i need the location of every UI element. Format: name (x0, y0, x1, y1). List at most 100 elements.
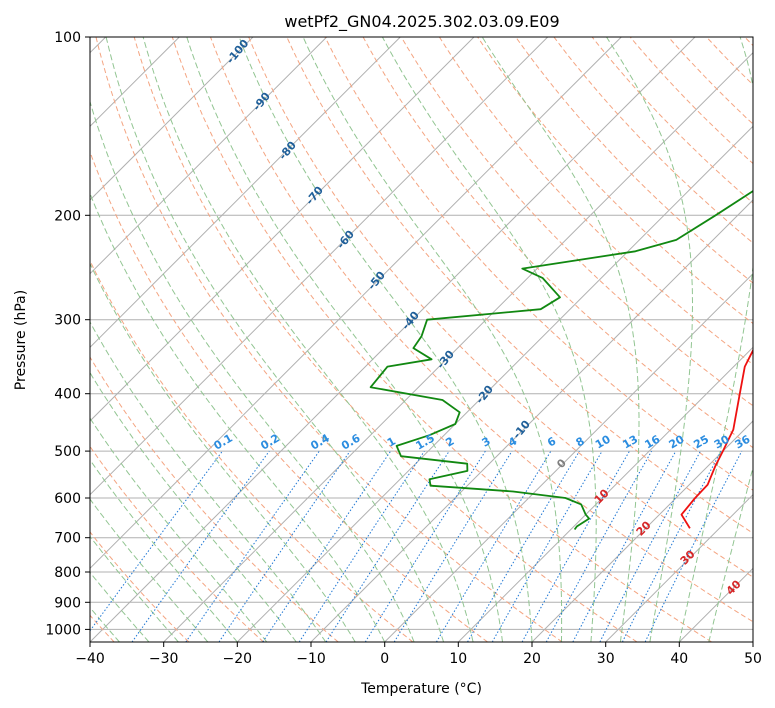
moist-adiabat-line (90, 99, 415, 642)
isotherm-line (163, 51, 753, 642)
profile-series (369, 189, 753, 531)
x-tick-label: 0 (380, 651, 389, 667)
moist-adiabat-line (90, 498, 209, 642)
isotherm-line (457, 346, 753, 642)
moist-adiabat-line (105, 37, 445, 642)
temperature-profile-line (680, 348, 753, 529)
mixing-ratio-line (435, 450, 552, 642)
dry-adiabat-line (171, 37, 712, 642)
moist-adiabat-line (606, 37, 693, 642)
mixing-ratio-line (218, 450, 351, 642)
mixing-ratio-line (599, 450, 701, 642)
isotherm-line (384, 272, 753, 642)
x-tick-label: −40 (75, 651, 105, 667)
x-tick-label: 10 (449, 651, 467, 667)
mixing-ratio-line (572, 450, 677, 642)
moist-adiabat-line (90, 321, 327, 642)
isotherm-line (90, 37, 622, 570)
mixing-ratio-line (298, 450, 425, 642)
x-tick-label: −20 (223, 651, 253, 667)
x-tick-label: −10 (296, 651, 326, 667)
y-tick-label: 200 (54, 208, 81, 224)
pressure-gridlines (90, 37, 753, 630)
moist-adiabat-line (142, 37, 474, 642)
dry-adiabat-line (90, 150, 488, 642)
isotherm-line (531, 420, 753, 642)
dewpoint-profile-line (369, 189, 753, 531)
y-tick-label: 1000 (45, 622, 81, 638)
moist-adiabat-line (90, 459, 238, 642)
dry-adiabat-line (324, 37, 753, 491)
y-tick-label: 700 (54, 531, 81, 547)
moist-adiabat-line (481, 37, 640, 642)
y-axis-title: Pressure (hPa) (13, 290, 29, 390)
moist-adiabats (90, 37, 753, 642)
dry-adiabat-line (438, 37, 753, 365)
dry-adiabat-line (248, 37, 753, 578)
isotherm-line (90, 37, 401, 349)
mixing-ratio-line (325, 450, 450, 642)
plot-frame (89, 36, 754, 643)
moist-adiabat-line (302, 37, 563, 642)
dry-adiabat-line (133, 37, 638, 642)
isotherms (90, 37, 753, 642)
isotherm-line (90, 37, 696, 642)
isotherm-line (90, 37, 254, 201)
dry-adiabat-line (90, 531, 190, 642)
x-tick-label: 50 (744, 651, 762, 667)
x-axis-title: Temperature (°C) (360, 681, 482, 697)
mixing-ratio-line (185, 450, 320, 642)
mixing-ratio-line (521, 450, 630, 642)
mixing-ratio-line (364, 450, 486, 642)
dry-adiabat-line (400, 37, 753, 407)
isotherm-line (90, 37, 475, 422)
y-axis-ticks: 100 200 300 400 500 600 700 800 900 1000 (45, 30, 90, 638)
dry-adiabat-line (591, 37, 753, 204)
moist-adiabat-line (381, 37, 597, 642)
moist-adiabat-line (90, 417, 268, 642)
moist-adiabat-line (90, 371, 297, 642)
moist-adiabat-line (90, 571, 150, 642)
y-tick-label: 800 (54, 565, 81, 581)
y-tick-label: 100 (54, 30, 81, 46)
dry-adiabat-line (477, 37, 753, 325)
dry-adiabat-line (95, 37, 563, 642)
mixing-ratio-line (644, 450, 743, 642)
y-tick-label: 900 (54, 595, 81, 611)
x-tick-label: 20 (523, 651, 541, 667)
moist-adiabat-line (90, 535, 179, 642)
isotherm-line (236, 125, 753, 642)
isotherm-line (90, 37, 549, 496)
moist-adiabat-line (238, 37, 533, 642)
mixing-ratio-lines (90, 450, 743, 642)
dry-adiabat-line (90, 356, 339, 642)
x-tick-label: 40 (670, 651, 688, 667)
mixing-ratio-line (262, 450, 392, 642)
x-tick-label: 30 (597, 651, 615, 667)
plot-background (90, 37, 753, 642)
moist-adiabat-line (678, 37, 753, 642)
x-tick-label: −30 (149, 651, 179, 667)
y-tick-label: 500 (54, 444, 81, 460)
plot-area: -100-90-80-70-60-50-40-30-20-100.1 0.2 0.4… (90, 37, 753, 642)
y-tick-label: 300 (54, 313, 81, 329)
dry-adiabat-line (286, 37, 753, 534)
mixing-ratio-line (131, 450, 270, 642)
mixing-ratio-line (393, 450, 513, 642)
moist-adiabat-line (90, 262, 356, 642)
dry-adiabat-line (210, 37, 753, 623)
mixing-ratio-line (545, 450, 653, 642)
isotherm-line (90, 37, 328, 275)
dry-adiabat-line (90, 259, 414, 642)
moist-adiabat-line (90, 192, 386, 642)
y-tick-label: 400 (54, 387, 81, 403)
mixing-ratio-line (90, 450, 223, 632)
dry-adiabat-line (362, 37, 753, 449)
dry-adiabat-line (553, 37, 753, 244)
isotherm-line (605, 493, 753, 642)
y-tick-label: 600 (54, 491, 81, 507)
dry-adiabats (90, 37, 753, 642)
chart-title: wetPf2_GN04.2025.302.03.09.E09 (284, 12, 559, 32)
x-axis-ticks: −40 −30 −20 −10 0 10 20 30 40 50 (75, 642, 762, 667)
